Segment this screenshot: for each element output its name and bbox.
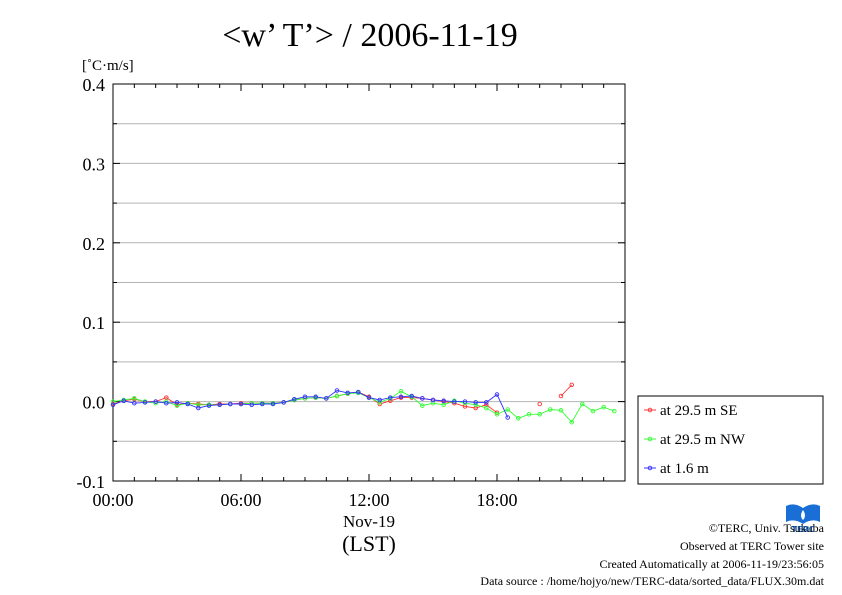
y-tick-label: -0.1 [77,472,106,492]
data-point [206,403,212,408]
data-point [494,392,500,397]
y-tick-label: 0.1 [83,313,106,333]
data-point [494,412,500,417]
data-point [398,389,404,394]
legend-swatch-marker [647,436,653,442]
legend-swatch-marker [647,465,653,471]
data-point [196,405,201,411]
data-point [174,400,180,405]
data-point [580,401,585,407]
logo-text: TERC [792,525,815,534]
data-point [484,400,489,405]
x-tick-label: 12:00 [348,490,389,510]
data-point [473,402,478,408]
legend-box [637,395,824,485]
data-point [313,394,318,400]
data-point [590,408,596,414]
site-text: Observed at TERC Tower site [679,539,824,553]
data-point [281,400,286,405]
data-point [420,396,425,401]
series-line [112,390,615,423]
data-point [302,394,308,400]
y-tick-label: 0.0 [83,393,106,413]
data-point [516,416,521,421]
x-tick-label: 00:00 [92,490,133,510]
data-point [569,419,574,425]
grid-lines [113,123,625,442]
data-point [324,396,329,401]
legend-swatch-marker [647,407,653,413]
data-point [430,397,436,403]
legend-label: at 29.5 m SE [660,403,738,419]
data-point [377,400,382,405]
data-point [292,396,297,402]
data-point [558,408,564,413]
x-tick-label: 06:00 [220,490,261,510]
data-point [377,397,382,403]
data-point [185,401,190,407]
data-point [132,396,137,401]
data-point [526,412,532,417]
data-point [505,407,510,412]
y-axis-unit-label: [˚C·m/s] [82,58,134,74]
data-point [142,400,148,405]
data-point [612,408,617,414]
data-point [366,395,372,400]
data-point [452,399,457,404]
data-point [121,398,126,404]
axis-ticks: -0.1 0.0 0.1 0.2 0.3 0.4 00:00 06:00 12:00 18:00 [77,75,625,510]
y-tick-label: 0.4 [83,75,106,95]
data-point [260,401,265,407]
data-point [484,405,489,411]
data-point [153,399,158,404]
legend-label: at 29.5 m NW [660,432,746,448]
y-tick-label: 0.2 [83,234,106,254]
data-point [164,400,169,406]
data-point [334,393,340,399]
data-point [249,402,254,408]
data-point [537,401,542,407]
data-point [110,402,116,408]
x-tick-label: 18:00 [476,490,517,510]
data-point [388,395,393,400]
data-point [270,401,276,407]
legend-label: at 1.6 m [660,461,709,477]
terc-logo: TERC [784,502,822,534]
data-point [228,401,233,407]
data-point [345,390,350,396]
series-line [560,384,573,397]
data-point [537,412,542,417]
data-point [132,400,137,406]
data-point [334,388,340,393]
data-point [217,402,222,408]
data-point [409,393,414,399]
data-point [356,389,361,395]
y-tick-label: 0.3 [83,154,106,174]
data-point [601,404,606,410]
legend: at 29.5 m SE at 29.5 m NW at 1.6 m [637,395,824,485]
data-point [398,394,404,400]
created-text: Created Automatically at 2006-11-19/23:5… [599,557,824,571]
data-point [238,401,244,407]
copyright-text: ©TERC, Univ. Tsukuba [708,521,824,535]
data-point [441,398,446,404]
data-point [558,393,564,399]
x-axis-date-label: Nov-19 [343,512,395,531]
data-point [569,382,574,388]
chart-title: <w’ T’> / 2006-11-19 [222,17,518,54]
series-3 [110,388,510,420]
series-layer [110,382,617,425]
data-point [548,407,553,412]
data-point [462,399,468,404]
data-point [420,403,425,408]
data-point [473,400,478,405]
data-source-text: Data source : /home/hojyo/new/TERC-data/… [480,574,824,588]
data-point [505,415,510,420]
x-axis-label: (LST) [342,531,396,556]
